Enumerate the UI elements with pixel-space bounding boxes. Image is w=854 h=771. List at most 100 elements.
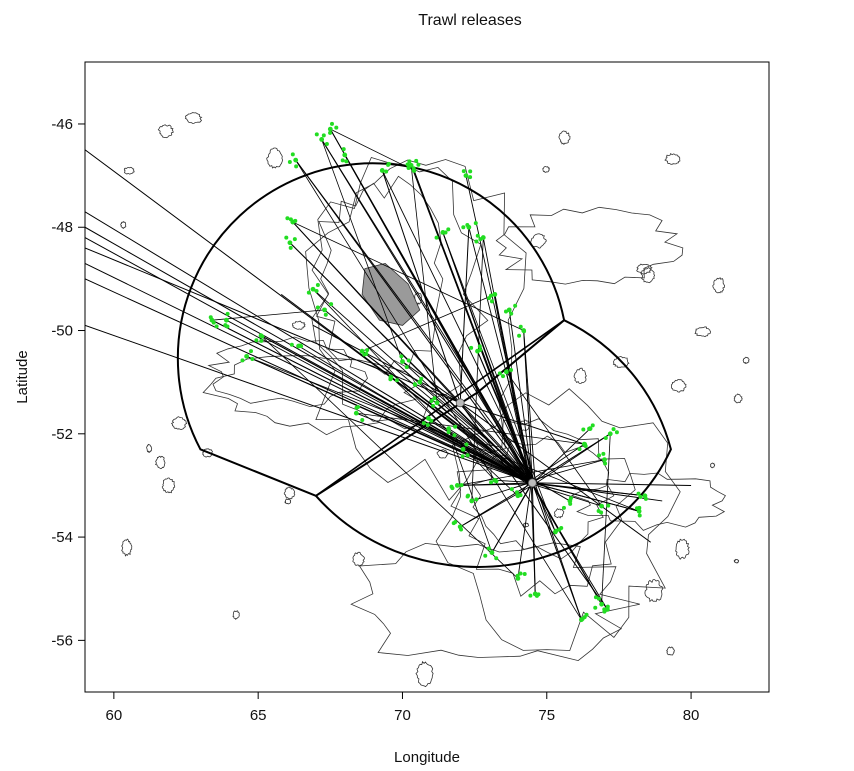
release-line-47 <box>523 330 536 483</box>
release-line-11 <box>260 335 532 484</box>
release-point-19-0 <box>460 454 465 459</box>
release-line-29 <box>533 485 556 533</box>
release-point-42-2 <box>443 230 448 235</box>
release-point-46 <box>506 307 512 313</box>
release-point-50 <box>359 348 365 354</box>
release-point-15 <box>400 359 405 364</box>
release-point-28-2 <box>602 609 607 614</box>
north-zone-boundary <box>176 162 566 497</box>
release-points <box>208 121 648 623</box>
release-line-31 <box>534 428 591 482</box>
release-point-48-0 <box>414 158 419 163</box>
release-point-47-0 <box>522 329 527 334</box>
release-point-24-0 <box>522 572 527 577</box>
release-point-8-0 <box>315 283 320 288</box>
release-point-53 <box>353 410 359 416</box>
release-point-9-1 <box>323 312 328 317</box>
release-point-1 <box>342 152 348 158</box>
release-point-46-2 <box>503 309 508 314</box>
seamount-contour-0 <box>184 112 203 124</box>
release-point-12-0 <box>250 357 255 362</box>
release-point-29-1 <box>554 528 559 533</box>
release-line-42 <box>442 232 531 482</box>
release-point-31-2 <box>590 423 595 428</box>
release-point-7-0 <box>288 245 293 250</box>
seamount-contour-9 <box>542 166 551 173</box>
release-point-0-0 <box>334 125 339 130</box>
cross-line-18 <box>448 428 493 553</box>
release-point-16-2 <box>413 382 418 387</box>
y-tick-label--52: -52 <box>51 426 73 443</box>
release-point-42-0 <box>446 227 451 232</box>
mid-ridge-hub <box>455 398 465 408</box>
release-point-29-2 <box>559 525 564 530</box>
seamount-contour-23 <box>352 551 365 567</box>
release-point-18-2 <box>452 433 457 438</box>
release-point-30-0 <box>577 447 582 452</box>
release-point-21 <box>469 498 475 504</box>
axes: 60 65 70 75 80 -56 -54 -52 -50 -48 -46 <box>51 116 699 724</box>
cross-line-42 <box>442 232 556 533</box>
release-point-25-2 <box>536 592 541 597</box>
release-point-43-0 <box>465 222 470 227</box>
release-point-49 <box>463 173 469 179</box>
seamount-contour-30 <box>120 220 127 229</box>
release-point-51-2 <box>388 377 393 382</box>
release-point-14-0 <box>214 324 219 329</box>
release-line-46 <box>508 309 534 485</box>
release-point-40-2 <box>478 347 483 352</box>
release-point-4 <box>379 168 385 173</box>
seamount-contour-35 <box>644 579 664 603</box>
seamount-contour-16 <box>522 522 530 528</box>
release-line-49 <box>465 175 533 481</box>
release-point-32-1 <box>611 427 616 432</box>
x-tick-label-60: 60 <box>106 707 123 724</box>
release-point-18-1 <box>453 424 458 429</box>
release-point-39-0 <box>489 480 494 485</box>
seamount-contour-15 <box>666 646 675 656</box>
release-point-23-0 <box>494 556 499 561</box>
movement-line-4 <box>85 247 461 404</box>
release-point-9 <box>322 307 327 313</box>
release-point-19 <box>460 446 466 452</box>
release-point-0-2 <box>328 130 333 135</box>
seamount-contour-25 <box>694 326 712 338</box>
release-point-0 <box>327 126 333 132</box>
release-point-34-0 <box>636 491 641 496</box>
release-point-3-1 <box>287 160 292 165</box>
y-tick-label--48: -48 <box>51 219 73 236</box>
release-point-3 <box>293 157 299 163</box>
release-point-16 <box>417 379 423 385</box>
seamount-contour-31 <box>710 462 716 469</box>
chart-title: Trawl releases <box>418 12 521 29</box>
release-point-45-1 <box>489 299 494 304</box>
bathymetry-contour-7 <box>202 355 418 436</box>
release-point-13 <box>224 317 229 323</box>
release-line-33 <box>531 459 605 481</box>
release-point-34-2 <box>643 496 648 501</box>
release-point-43-2 <box>461 225 466 230</box>
seamount-contour-12 <box>202 448 213 458</box>
bathymetry-contour-5 <box>472 435 615 560</box>
cross-line-12 <box>246 355 640 512</box>
release-point-46-1 <box>513 303 518 308</box>
release-point-52-1 <box>429 418 434 423</box>
release-line-23 <box>491 482 533 553</box>
cross-line-48 <box>410 165 438 403</box>
seamount-contour-6 <box>154 455 166 470</box>
release-line-16 <box>419 381 535 481</box>
release-point-1-2 <box>344 159 349 164</box>
release-point-44-0 <box>474 239 479 244</box>
release-point-14-2 <box>208 315 213 320</box>
release-point-9-0 <box>315 305 320 310</box>
release-point-1-1 <box>341 147 346 152</box>
seamount-contour-28 <box>232 610 240 620</box>
release-point-17-0 <box>429 399 434 404</box>
release-point-50-0 <box>365 348 370 353</box>
release-point-1-0 <box>340 158 345 163</box>
release-point-26-2 <box>582 615 587 620</box>
cross-line-36 <box>506 371 602 507</box>
release-point-41-0 <box>509 367 514 372</box>
release-line-6 <box>292 221 533 481</box>
release-point-53-0 <box>360 418 365 423</box>
